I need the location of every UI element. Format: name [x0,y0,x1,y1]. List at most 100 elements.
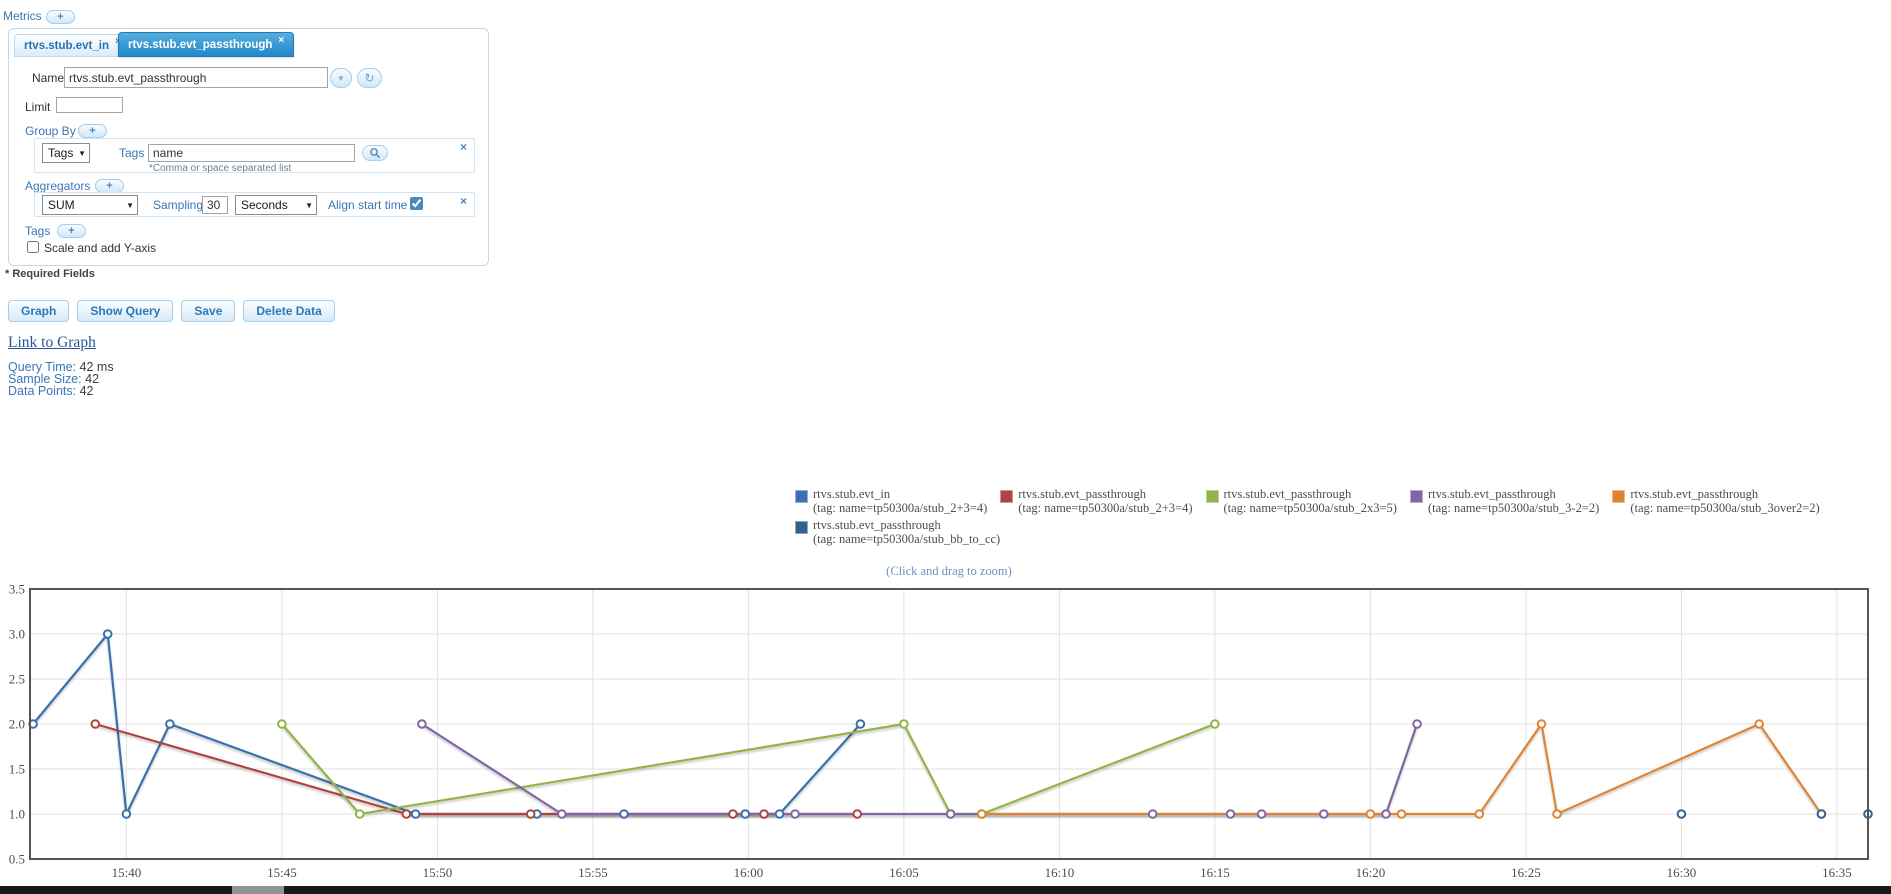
x-axis-tick-label: 16:15 [1200,865,1230,880]
add-metric-button[interactable]: + [46,10,75,24]
sampling-value-input[interactable] [202,196,228,214]
graph-button[interactable]: Graph [8,300,70,322]
data-point-marker [410,809,421,819]
tab-close-icon[interactable]: × [278,35,285,46]
add-tag-button[interactable]: + [57,224,86,238]
show-query-button[interactable]: Show Query [77,300,174,322]
zoom-hint: (Click and drag to zoom) [886,564,1012,578]
metric-name-input[interactable] [64,67,328,88]
bottom-table-edge [0,886,1891,894]
data-point-marker [855,719,866,729]
data-point-marker [1381,809,1391,819]
series-line [281,722,1216,816]
series-line [981,722,1823,816]
link-to-graph[interactable]: Link to Graph [8,334,96,351]
scale-y-axis-checkbox[interactable] [27,241,39,253]
data-point-marker [354,809,365,819]
x-axis-tick-label: 15:40 [112,865,142,880]
limit-input[interactable] [56,97,123,113]
chart-canvas[interactable]: 0.5 1.0 1.5 2.0 2.5 3.0 3.5 15:40 15:45 15:50 15:5… [0,580,1891,886]
data-point-marker [619,809,629,819]
data-point-marker [1552,809,1562,819]
legend-series-tag: (tag: name=tp50300a/stub_bb_to_cc) [813,532,1001,546]
sampling-unit-select[interactable]: Seconds ▼ [235,195,317,215]
stat-label: Sample Size: [8,372,86,386]
data-point-marker [90,719,101,729]
chevron-down-icon: ▼ [337,73,345,83]
data-point-marker [417,719,427,729]
legend-series-tag: (tag: name=tp50300a/stub_2+3=4) [813,501,988,515]
data-point-marker [1147,809,1158,819]
tag-search-button[interactable] [362,145,388,161]
stat-row: Data Points: 42 [8,385,114,398]
y-axis-tick-label: 1.0 [9,807,25,822]
x-axis-tick-label: 16:35 [1822,865,1852,880]
y-axis-tick-label: 3.5 [9,582,25,597]
data-point-marker [525,809,536,819]
legend-text: rtvs.stub.evt_passthrough (tag: name=tp50… [813,518,1000,546]
data-point-marker [1676,809,1687,819]
y-axis-tick-label: 0.5 [9,852,25,867]
remove-aggregator-icon[interactable]: × [459,194,467,208]
select-arrow-icon: ▼ [305,200,313,210]
remove-group-by-icon[interactable]: × [459,140,467,154]
x-axis-tick-label: 15:50 [423,865,453,880]
data-point-marker [1412,719,1422,729]
stat-value: 42 ms [79,360,114,374]
legend-series-name: rtvs.stub.evt_in [813,487,891,501]
metric-tab[interactable]: rtvs.stub.evt_in × [14,34,131,57]
data-point-marker [1365,809,1376,819]
sampling-label: Sampling [153,198,204,212]
x-axis-tick-label: 16:10 [1045,865,1075,880]
data-point-marker [401,809,412,819]
search-icon [370,148,381,159]
data-point-marker [1210,719,1220,729]
legend-item: rtvs.stub.evt_passthrough (tag: name=tp50… [795,518,1000,546]
metric-tab-label: rtvs.stub.evt_passthrough [128,38,273,51]
aggregators-label: Aggregators [25,179,91,193]
legend-swatch [795,490,808,503]
add-group-by-button[interactable]: + [78,124,107,138]
save-button[interactable]: Save [181,300,236,322]
legend-item: rtvs.stub.evt_in (tag: name=tp50300a/stub… [795,487,987,515]
action-button-row: Graph Show Query Save Delete Data [8,300,335,322]
metric-tab-label: rtvs.stub.evt_in [24,39,109,52]
select-arrow-icon: ▼ [78,148,86,158]
data-point-marker [1396,809,1407,819]
legend-series-name: rtvs.stub.evt_passthrough [1427,487,1556,501]
tags-section-label: Tags [25,224,51,238]
metric-tab[interactable]: rtvs.stub.evt_passthrough × [118,32,295,57]
name-dropdown-button[interactable]: ▼ [330,68,352,88]
data-point-marker [899,719,909,729]
aggregator-fn-select[interactable]: SUM ▼ [42,195,138,215]
data-point-marker [1256,809,1267,819]
add-aggregator-button[interactable]: + [95,179,124,193]
refresh-button[interactable]: ↻ [357,68,382,88]
align-start-time-checkbox[interactable] [410,197,423,210]
legend-text: rtvs.stub.evt_in (tag: name=tp50300a/stub… [813,487,987,515]
legend-item: rtvs.stub.evt_passthrough (tag: name=tp50… [1000,487,1193,515]
y-axis-tick-label: 1.5 [9,762,25,777]
group-by-type-select[interactable]: Tags ▼ [42,143,90,163]
legend-row: rtvs.stub.evt_passthrough (tag: name=tp50… [795,518,1891,546]
legend-series-tag: (tag: name=tp50300a/stub_2+3=4) [1018,501,1193,515]
x-axis-tick-label: 16:00 [734,865,764,880]
x-axis-tick-label: 16:20 [1356,865,1386,880]
data-point-marker [1225,809,1236,819]
data-point-marker [976,809,987,819]
legend-swatch [1612,490,1626,503]
data-point-marker [277,719,287,729]
data-point-marker [790,809,800,819]
timeseries-chart[interactable]: 0.5 1.0 1.5 2.0 2.5 3.0 3.5 15:40 15:45 15:50 15:5… [0,580,1891,886]
scale-y-axis-label: Scale and add Y-axis [44,241,157,255]
delete-data-button[interactable]: Delete Data [243,300,335,322]
group-by-tags-label: Tags [119,146,145,160]
tab-close-icon[interactable]: × [115,36,121,47]
x-axis-tick-label: 16:05 [889,865,919,880]
data-point-marker [1816,809,1827,819]
legend-item: rtvs.stub.evt_passthrough (tag: name=tp50… [1205,487,1397,515]
group-by-tags-input[interactable] [148,144,355,162]
refresh-icon: ↻ [364,71,375,85]
query-stats: Query Time: 42 ms Sample Size: 42 Data Poi… [8,360,114,398]
